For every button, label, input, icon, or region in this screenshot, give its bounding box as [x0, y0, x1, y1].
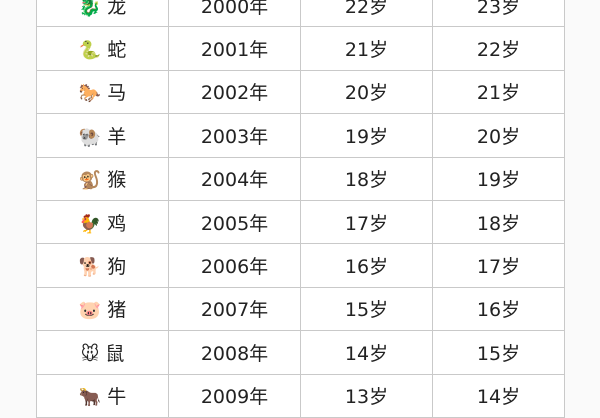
zodiac-cell: 🐉 龙 — [36, 0, 169, 28]
birth-year: 2000年 — [168, 0, 301, 28]
sheep-icon: 🐏 — [78, 126, 102, 148]
zodiac-animal: 猪 — [107, 299, 127, 322]
age-1: 20岁 — [300, 69, 433, 115]
zodiac-cell: 🐓 鸡 — [36, 199, 169, 245]
age-1: 15岁 — [300, 286, 433, 332]
age-2: 15岁 — [432, 330, 565, 375]
zodiac-cell: 🐏 羊 — [36, 113, 169, 158]
table-row: 🐓 鸡 2005年 17岁 18岁 — [36, 199, 565, 245]
birth-year: 2003年 — [168, 113, 301, 158]
age-1: 18岁 — [300, 156, 433, 201]
age-2: 14岁 — [432, 373, 565, 418]
age-2: 16岁 — [432, 286, 565, 332]
zodiac-cell: 🐭 鼠 — [36, 330, 169, 375]
dog-icon: 🐕 — [78, 257, 102, 279]
rooster-icon: 🐓 — [78, 213, 102, 235]
age-2: 19岁 — [432, 156, 565, 201]
table-row: 🐍 蛇 2001年 21岁 22岁 — [36, 26, 565, 71]
table-row: 🐭 鼠 2008年 14岁 15岁 — [36, 330, 565, 375]
zodiac-cell: 🐂 牛 — [36, 373, 169, 418]
age-2: 18岁 — [432, 199, 565, 245]
table-row: 🐷 猪 2007年 15岁 16岁 — [36, 286, 565, 332]
table-row: 🐉 龙 2000年 22岁 23岁 — [36, 0, 565, 28]
birth-year: 2006年 — [168, 243, 301, 288]
age-2: 17岁 — [432, 243, 565, 288]
zodiac-animal: 羊 — [107, 125, 127, 148]
monkey-icon: 🐒 — [78, 170, 102, 192]
age-1: 14岁 — [300, 330, 433, 375]
birth-year: 2004年 — [168, 156, 301, 201]
zodiac-animal: 猴 — [107, 169, 127, 192]
age-2: 21岁 — [432, 69, 565, 115]
horse-icon: 🐎 — [78, 83, 102, 105]
zodiac-cell: 🐒 猴 — [36, 156, 169, 201]
table-row: 🐏 羊 2003年 19岁 20岁 — [36, 113, 565, 158]
table-row: 🐒 猴 2004年 18岁 19岁 — [36, 156, 565, 201]
zodiac-animal: 牛 — [107, 386, 127, 409]
age-1: 13岁 — [300, 373, 433, 418]
zodiac-animal: 鸡 — [107, 212, 127, 235]
dragon-icon: 🐉 — [78, 0, 102, 18]
zodiac-cell: 🐎 马 — [36, 69, 169, 115]
zodiac-cell: 🐷 猪 — [36, 286, 169, 332]
birth-year: 2002年 — [168, 69, 301, 115]
age-1: 21岁 — [300, 26, 433, 71]
zodiac-animal: 龙 — [107, 0, 127, 18]
zodiac-animal: 蛇 — [107, 39, 127, 62]
zodiac-animal: 马 — [107, 82, 127, 105]
age-1: 19岁 — [300, 113, 433, 158]
birth-year: 2008年 — [168, 330, 301, 375]
age-1: 16岁 — [300, 243, 433, 288]
rat-icon: 🐭 — [80, 343, 100, 365]
zodiac-age-table: 🐉 龙 2000年 22岁 23岁 🐍 蛇 2001年 21岁 22岁 🐎 马 2002年 20岁 21岁 🐏… — [36, 0, 565, 418]
table-row: 🐎 马 2002年 20岁 21岁 — [36, 69, 565, 115]
age-1: 17岁 — [300, 199, 433, 245]
age-2: 23岁 — [432, 0, 565, 28]
age-1: 22岁 — [300, 0, 433, 28]
pig-icon: 🐷 — [78, 300, 102, 322]
birth-year: 2001年 — [168, 26, 301, 71]
zodiac-animal: 鼠 — [105, 342, 125, 365]
ox-icon: 🐂 — [78, 387, 102, 409]
birth-year: 2005年 — [168, 199, 301, 245]
snake-icon: 🐍 — [78, 40, 102, 62]
age-2: 20岁 — [432, 113, 565, 158]
zodiac-cell: 🐍 蛇 — [36, 26, 169, 71]
table-row: 🐕 狗 2006年 16岁 17岁 — [36, 243, 565, 288]
birth-year: 2007年 — [168, 286, 301, 332]
table-row: 🐂 牛 2009年 13岁 14岁 — [36, 373, 565, 418]
age-2: 22岁 — [432, 26, 565, 71]
zodiac-animal: 狗 — [107, 256, 127, 279]
birth-year: 2009年 — [168, 373, 301, 418]
zodiac-cell: 🐕 狗 — [36, 243, 169, 288]
